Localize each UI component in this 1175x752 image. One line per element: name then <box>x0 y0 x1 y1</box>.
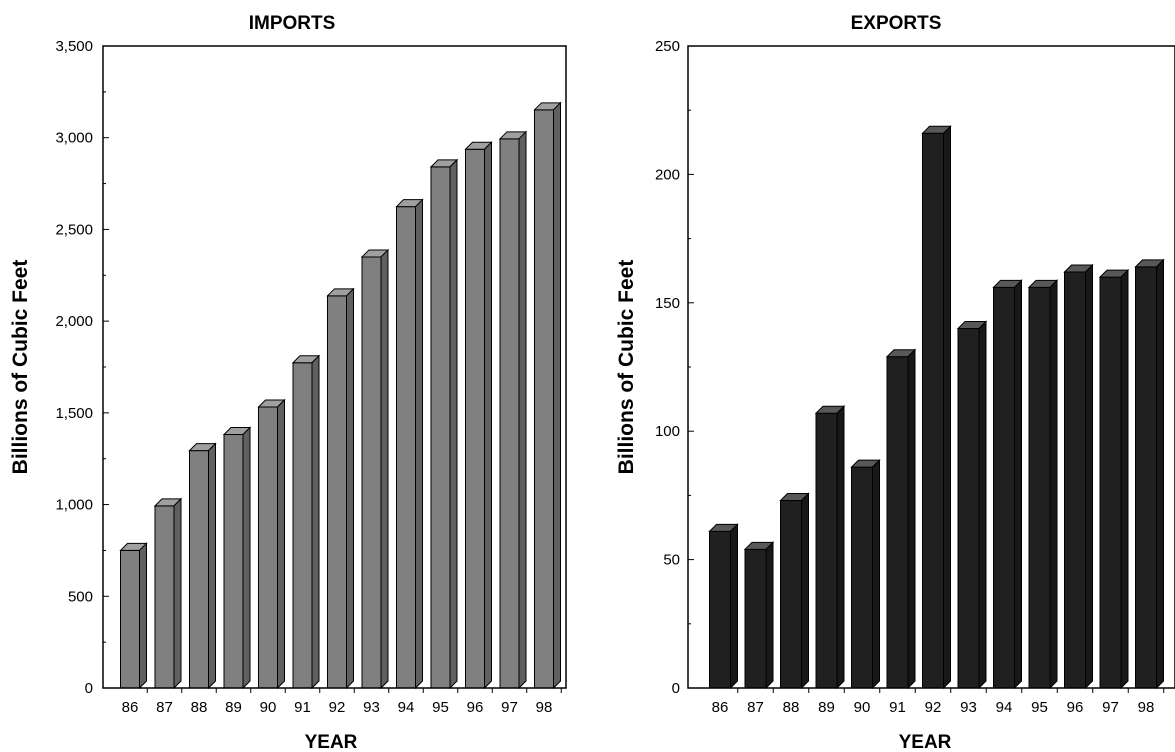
exports-bar-87 <box>743 541 775 690</box>
exports-x-tick-label: 88 <box>783 699 800 716</box>
exports-x-tick-label: 93 <box>960 699 977 716</box>
exports-x-tick-label: 86 <box>712 699 729 716</box>
exports-bars <box>708 125 1165 690</box>
imports-y-tick-label: 0 <box>85 680 93 697</box>
imports-x-tick-label: 89 <box>225 699 242 716</box>
exports-bar-98 <box>1134 258 1165 690</box>
imports-y-tick-label: 1,000 <box>55 497 93 514</box>
imports-bar-94 <box>395 198 424 690</box>
imports-bar-91 <box>291 354 321 690</box>
imports-x-tick-label: 92 <box>329 699 346 716</box>
imports-y-tick-label: 1,500 <box>55 405 93 422</box>
exports-x-axis: 86 87 88 89 90 91 92 93 94 95 96 97 98 <box>712 688 1165 716</box>
imports-x-tick-label: 86 <box>122 699 139 716</box>
imports-bar-97 <box>498 130 528 690</box>
exports-bar-90 <box>850 458 881 690</box>
exports-bar-94 <box>992 279 1023 690</box>
imports-y-axis: 0 500 1,000 1,500 2,000 2,500 3,000 3,500 <box>55 38 109 697</box>
imports-y-tick-label: 2,500 <box>55 221 93 238</box>
exports-x-tick-label: 92 <box>925 699 942 716</box>
imports-bar-86 <box>119 542 148 690</box>
exports-bar-86 <box>708 523 739 690</box>
exports-x-tick-label: 94 <box>996 699 1013 716</box>
exports-y-tick-label: 200 <box>655 166 680 183</box>
exports-x-axis-label: YEAR <box>899 732 952 752</box>
exports-bar-92 <box>921 125 952 690</box>
imports-bar-98 <box>533 101 562 690</box>
imports-bar-95 <box>429 158 459 690</box>
imports-x-tick-label: 91 <box>294 699 311 716</box>
exports-bar-89 <box>814 405 846 690</box>
exports-chart: EXPORTS Billions of Cubic Feet YEAR 0 50 1… <box>615 13 1175 752</box>
exports-bar-96 <box>1063 263 1094 690</box>
imports-bar-87 <box>153 497 183 690</box>
exports-y-tick-label: 100 <box>655 423 680 440</box>
exports-x-tick-label: 97 <box>1102 699 1119 716</box>
imports-plot-frame <box>102 45 567 689</box>
imports-bar-92 <box>326 287 355 690</box>
imports-bar-93 <box>360 248 390 690</box>
exports-y-axis-label: Billions of Cubic Feet <box>615 260 638 475</box>
exports-x-tick-label: 90 <box>854 699 871 716</box>
exports-x-tick-label: 96 <box>1067 699 1084 716</box>
exports-y-axis: 0 50 100 150 200 250 <box>655 38 694 697</box>
imports-x-tick-label: 97 <box>501 699 518 716</box>
imports-x-tick-label: 88 <box>191 699 208 716</box>
exports-title: EXPORTS <box>851 13 942 34</box>
imports-chart: IMPORTS Billions of Cubic Feet YEAR 0 500… <box>9 13 567 752</box>
exports-bar-93 <box>956 320 988 690</box>
imports-x-axis: 86 87 88 89 90 91 92 93 94 95 96 97 98 <box>122 688 562 716</box>
imports-y-tick-label: 3,500 <box>55 38 93 55</box>
exports-y-tick-label: 0 <box>672 680 680 697</box>
imports-x-tick-label: 98 <box>536 699 553 716</box>
exports-x-tick-label: 98 <box>1138 699 1155 716</box>
exports-plot-frame <box>687 45 1175 689</box>
exports-y-tick-label: 250 <box>655 38 680 55</box>
imports-title: IMPORTS <box>249 13 336 34</box>
exports-x-tick-label: 95 <box>1031 699 1048 716</box>
imports-x-tick-label: 93 <box>363 699 380 716</box>
exports-bar-95 <box>1027 279 1059 690</box>
exports-x-tick-label: 91 <box>889 699 906 716</box>
imports-y-tick-label: 500 <box>68 588 93 605</box>
imports-bar-90 <box>257 398 286 690</box>
imports-x-axis-label: YEAR <box>305 732 358 752</box>
imports-bar-88 <box>188 442 217 690</box>
imports-x-tick-label: 95 <box>432 699 449 716</box>
imports-y-tick-label: 2,000 <box>55 313 93 330</box>
exports-bar-97 <box>1098 268 1130 690</box>
exports-bar-88 <box>779 492 810 690</box>
exports-bar-91 <box>885 348 917 690</box>
imports-x-tick-label: 94 <box>398 699 415 716</box>
exports-x-tick-label: 89 <box>818 699 835 716</box>
imports-y-tick-label: 3,000 <box>55 130 93 147</box>
imports-bar-96 <box>464 141 493 690</box>
imports-x-tick-label: 87 <box>156 699 173 716</box>
imports-bars <box>119 101 562 690</box>
imports-x-tick-label: 90 <box>260 699 277 716</box>
exports-y-tick-label: 150 <box>655 295 680 312</box>
exports-y-tick-label: 50 <box>663 552 680 569</box>
imports-y-axis-label: Billions of Cubic Feet <box>9 260 32 475</box>
imports-x-tick-label: 96 <box>467 699 484 716</box>
exports-x-tick-label: 87 <box>747 699 764 716</box>
imports-bar-89 <box>222 426 252 690</box>
